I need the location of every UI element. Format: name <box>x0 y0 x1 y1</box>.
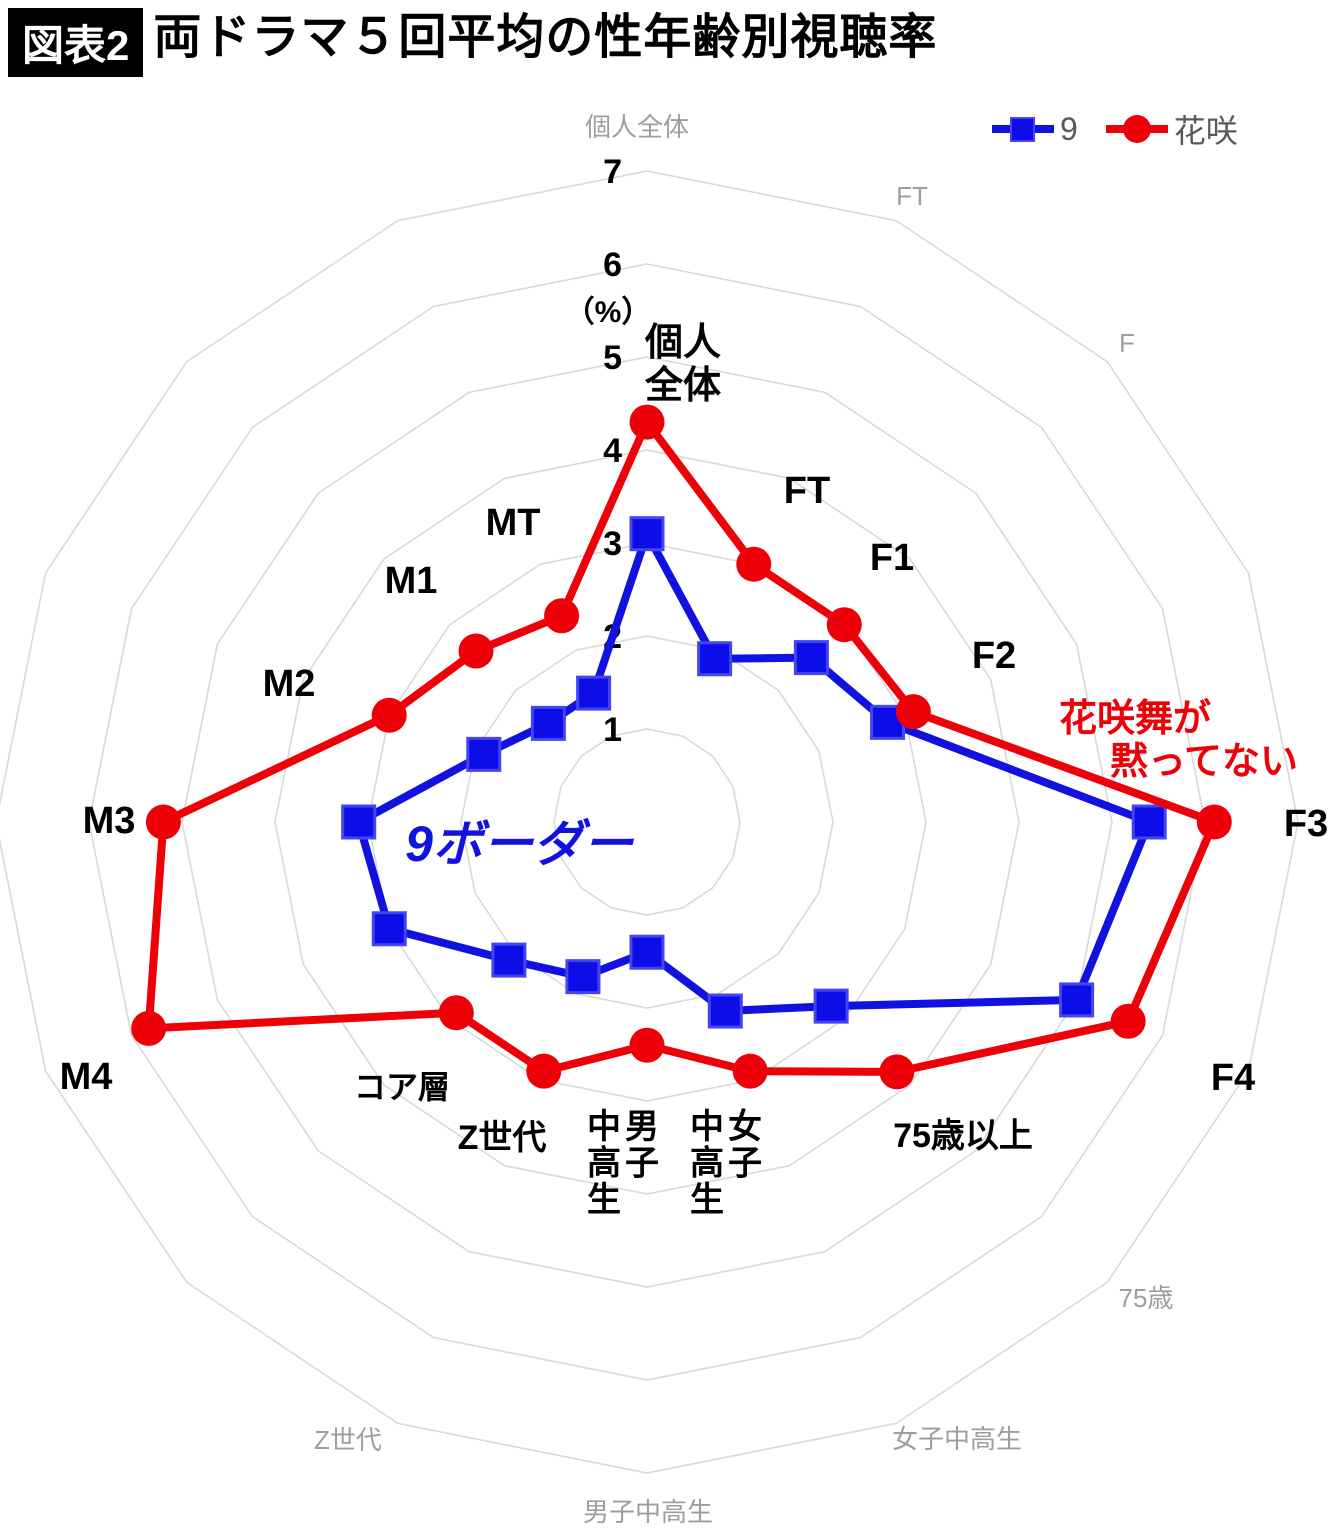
grid-ring <box>0 170 1299 1474</box>
data-point-circle <box>131 1010 167 1046</box>
data-point-circle <box>145 804 181 840</box>
data-point-square <box>530 705 566 741</box>
data-point-circle <box>438 995 474 1031</box>
scale-tick-label: 5 <box>603 339 622 377</box>
data-point-square <box>341 804 377 840</box>
axis-label: M2 <box>263 663 316 705</box>
axis-label: F2 <box>972 635 1016 677</box>
data-point-square <box>491 942 527 978</box>
data-point-circle <box>526 1053 562 1089</box>
data-point-square <box>576 675 612 711</box>
data-point-circle <box>732 1053 768 1089</box>
data-point-square <box>707 993 743 1029</box>
data-point-square <box>1059 982 1095 1018</box>
data-point-circle <box>544 598 580 634</box>
axis-label: M4 <box>60 1056 113 1098</box>
grid-ring <box>553 728 741 916</box>
axis-label: F3 <box>1284 803 1328 845</box>
outer-axis-label: 個人全体 <box>585 112 689 142</box>
data-point-circle <box>458 633 494 669</box>
grid-ring <box>88 263 1206 1381</box>
axis-label: 中 <box>690 1108 724 1146</box>
data-point-circle <box>1110 1003 1146 1039</box>
data-point-square <box>793 640 829 676</box>
legend-item-series-9: 9 <box>990 111 1078 148</box>
grid-ring <box>460 635 834 1009</box>
series-line-9 <box>354 529 1154 1015</box>
grid-ring <box>367 542 927 1102</box>
axis-label: 全体 <box>644 364 721 407</box>
axis-label: F4 <box>1211 1057 1255 1099</box>
grid-ring <box>274 449 1020 1195</box>
data-point-square <box>1131 804 1167 840</box>
axis-label: Z世代 <box>458 1119 547 1157</box>
scale-tick-label: 6 <box>603 246 622 284</box>
axis-label: 男 <box>625 1108 659 1146</box>
series-annotation-hanasaki-line1: 花咲舞が <box>1059 698 1211 740</box>
outer-axis-label: F <box>1119 328 1135 358</box>
axis-label: 高 <box>587 1144 621 1182</box>
series-annotation-hanasaki-line2: 黙ってない <box>1110 741 1298 783</box>
axis-label: 中 <box>587 1108 621 1146</box>
grid-ring <box>181 356 1113 1288</box>
scale-tick-label: 3 <box>603 525 622 563</box>
data-point-circle <box>1196 804 1232 840</box>
data-point-circle <box>736 546 772 582</box>
axis-label: 生 <box>690 1181 724 1219</box>
axis-label: 女 <box>728 1107 762 1146</box>
data-point-circle <box>371 697 407 733</box>
legend-label: 花咲 <box>1173 113 1238 149</box>
scale-tick-label: 1 <box>603 711 622 749</box>
scale-tick-label: 7 <box>603 153 622 191</box>
legend-item-series-hanasaki: 花咲 <box>1104 106 1238 152</box>
outer-axis-label: Z世代 <box>314 1425 382 1455</box>
axis-label: 75歳以上 <box>893 1117 1033 1155</box>
data-point-square <box>629 934 665 970</box>
axis-label: 生 <box>587 1181 621 1219</box>
axis-label: M1 <box>385 560 438 602</box>
scale-tick-label: 4 <box>603 432 622 470</box>
data-point-square <box>629 516 665 552</box>
data-point-square <box>466 736 502 772</box>
outer-axis-label: 女子中高生 <box>892 1424 1022 1454</box>
data-point-square <box>371 911 407 947</box>
data-point-square <box>565 959 601 995</box>
data-point-square <box>697 641 733 677</box>
data-point-circle <box>879 1054 915 1090</box>
axis-label: 子 <box>625 1144 659 1182</box>
data-point-circle <box>895 694 931 730</box>
axis-label: コア層 <box>354 1069 450 1105</box>
axis-label: 個人 <box>644 322 721 364</box>
data-point-square <box>813 988 849 1024</box>
unit-label: （%） <box>565 295 652 329</box>
data-point-circle <box>629 404 665 440</box>
legend-circle-marker-icon <box>1105 115 1168 143</box>
data-point-circle <box>629 1027 665 1063</box>
page-title: 両ドラマ５回平均の性年齢別視聴率 <box>153 11 938 64</box>
axis-label: MT <box>486 502 541 544</box>
axis-label: F1 <box>870 537 914 579</box>
legend-square-marker-icon <box>992 117 1054 142</box>
title-badge: 図表2 <box>8 8 144 77</box>
axis-label: 子 <box>728 1144 762 1182</box>
chart-title-bar: 図表2 両ドラマ５回平均の性年齢別視聴率 <box>8 8 937 77</box>
legend-label: 9 <box>1060 110 1078 147</box>
axis-label: 高 <box>690 1144 724 1182</box>
data-point-circle <box>826 607 862 643</box>
chart-legend: 9 花咲 <box>990 106 1238 152</box>
outer-axis-label: FT <box>896 181 928 211</box>
series-annotation-9border: 9ボーダー <box>405 816 635 872</box>
axis-label: M3 <box>83 800 136 842</box>
axis-label: FT <box>784 470 830 512</box>
outer-axis-label: 男子中高生 <box>583 1497 713 1527</box>
outer-axis-label: 75歳 <box>1119 1283 1174 1313</box>
